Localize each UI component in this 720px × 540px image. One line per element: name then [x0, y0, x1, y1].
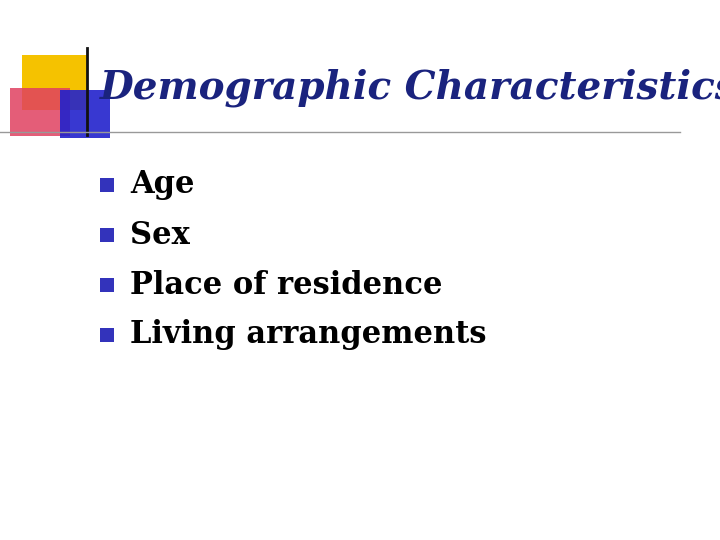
Bar [100, 178, 114, 192]
Text: Age: Age [130, 170, 194, 200]
Bar [100, 228, 114, 242]
Text: Demographic Characteristics: Demographic Characteristics [100, 69, 720, 107]
Bar [100, 328, 114, 342]
Text: Living arrangements: Living arrangements [130, 320, 487, 350]
Bar [22, 55, 87, 110]
Text: Place of residence: Place of residence [130, 269, 443, 300]
Bar [10, 88, 70, 136]
Bar [60, 90, 110, 138]
Text: Sex: Sex [130, 219, 190, 251]
Bar [100, 278, 114, 292]
